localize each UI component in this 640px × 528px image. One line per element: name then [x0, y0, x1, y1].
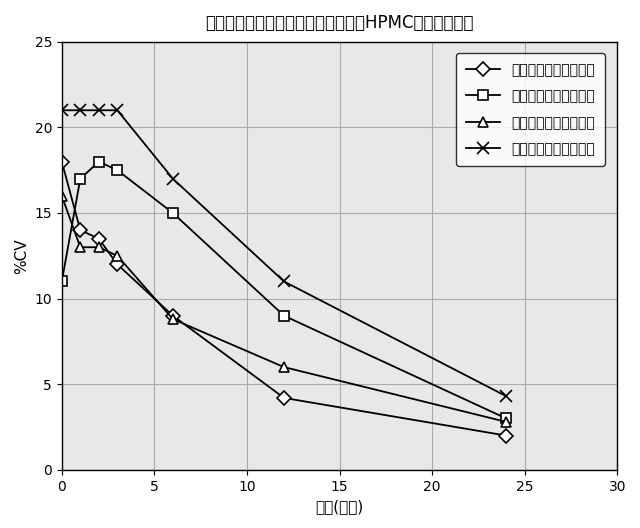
Line: 試験１、ロット番号１: 試験１、ロット番号１	[57, 157, 511, 440]
試験２、ロット番号１	[502, 419, 510, 425]
試験２、ロット番号１	[76, 244, 84, 250]
試験２、ロット番号１	[113, 252, 121, 259]
試験１、ロット番号１	[58, 158, 66, 165]
試験２、ロット番号２	[169, 176, 177, 182]
試験１、ロット番号２	[502, 416, 510, 422]
試験２、ロット番号２	[76, 107, 84, 114]
試験１、ロット番号１	[169, 313, 177, 319]
Legend: 試験１、ロット番号１, 試験１、ロット番号２, 試験２、ロット番号１, 試験２、ロット番号２: 試験１、ロット番号１, 試験１、ロット番号２, 試験２、ロット番号１, 試験２、…	[456, 53, 605, 166]
Line: 試験２、ロット番号２: 試験２、ロット番号２	[56, 105, 512, 402]
試験１、ロット番号２	[280, 313, 288, 319]
Line: 試験１、ロット番号２: 試験１、ロット番号２	[57, 157, 511, 423]
試験２、ロット番号１	[58, 193, 66, 199]
試験１、ロット番号１	[502, 432, 510, 439]
試験１、ロット番号１	[113, 261, 121, 268]
試験１、ロット番号１	[280, 395, 288, 401]
試験１、ロット番号２	[76, 176, 84, 182]
試験２、ロット番号２	[280, 278, 288, 285]
試験１、ロット番号２	[95, 158, 102, 165]
試験２、ロット番号１	[280, 364, 288, 370]
Title: ３型溶解を使用したゼラチンおよびHPMCロットの変動: ３型溶解を使用したゼラチンおよびHPMCロットの変動	[205, 14, 474, 32]
試験１、ロット番号１	[95, 235, 102, 242]
試験１、ロット番号２	[58, 278, 66, 285]
試験２、ロット番号２	[113, 107, 121, 114]
試験１、ロット番号１	[76, 227, 84, 233]
Line: 試験２、ロット番号１: 試験２、ロット番号１	[57, 191, 511, 427]
試験２、ロット番号２	[502, 393, 510, 399]
Y-axis label: %CV: %CV	[14, 238, 29, 274]
試験１、ロット番号２	[169, 210, 177, 216]
試験２、ロット番号１	[95, 244, 102, 250]
試験１、ロット番号２	[113, 167, 121, 173]
試験２、ロット番号２	[95, 107, 102, 114]
試験２、ロット番号２	[58, 107, 66, 114]
試験２、ロット番号１	[169, 316, 177, 322]
X-axis label: 時間(時間): 時間(時間)	[316, 499, 364, 514]
